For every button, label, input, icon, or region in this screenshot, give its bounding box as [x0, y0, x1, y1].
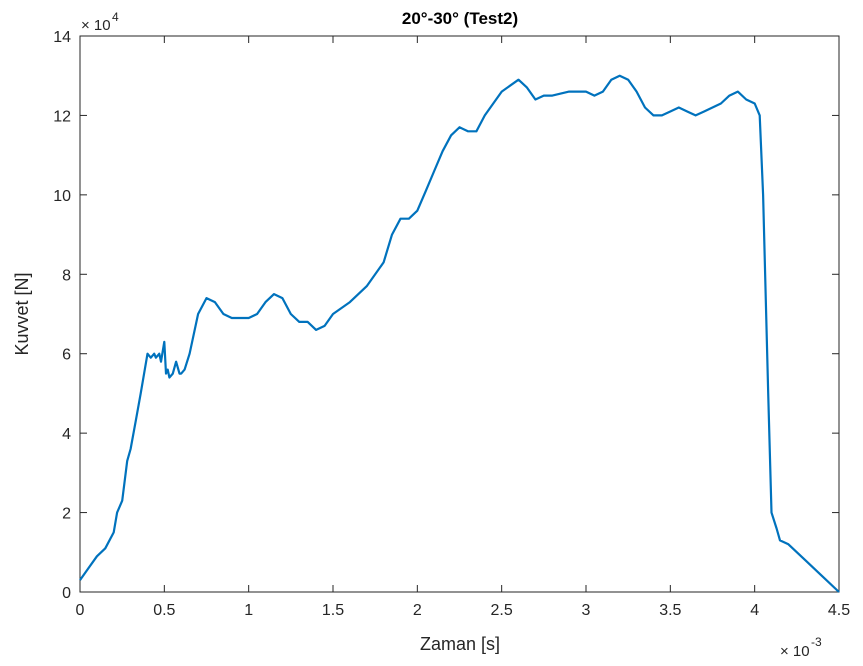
x-tick-label: 1.5 — [322, 602, 344, 619]
y-tick-label: 8 — [62, 267, 71, 284]
x-tick-label: 4 — [750, 602, 759, 619]
y-multiplier-base: × 10 — [81, 17, 111, 34]
x-multiplier-base: × 10 — [780, 643, 810, 660]
y-axis-label: Kuvvet [N] — [12, 272, 32, 355]
series-line — [79, 74, 840, 593]
x-axis-label: Zaman [s] — [420, 634, 500, 654]
y-tick-label: 10 — [53, 188, 71, 205]
x-tick-label: 2 — [413, 602, 422, 619]
plot-area-frame — [79, 35, 840, 593]
y-tick-label: 4 — [62, 426, 71, 443]
y-tick-label: 0 — [62, 585, 71, 602]
x-tick-label: 0 — [76, 602, 85, 619]
y-tick-label: 12 — [53, 108, 71, 125]
x-axis-multiplier: × 10 -3 — [780, 635, 822, 660]
x-multiplier-exponent: -3 — [811, 635, 822, 649]
x-tick-label: 2.5 — [491, 602, 513, 619]
x-tick-label: 3.5 — [659, 602, 681, 619]
y-axis-ticks: 0 2 4 6 8 10 12 14 — [53, 29, 839, 602]
chart-title: 20°-30° (Test2) — [402, 9, 518, 28]
x-tick-label: 4.5 — [828, 602, 850, 619]
x-tick-label: 1 — [244, 602, 253, 619]
y-tick-label: 2 — [62, 506, 71, 523]
x-axis-ticks: 0 0.5 1 1.5 2 2.5 3 3.5 4 4.5 — [76, 36, 850, 619]
y-multiplier-exponent: 4 — [112, 10, 119, 24]
x-tick-label: 0.5 — [153, 602, 175, 619]
y-tick-label: 6 — [62, 347, 71, 364]
y-tick-label: 14 — [53, 29, 71, 46]
x-tick-label: 3 — [582, 602, 591, 619]
y-axis-multiplier: × 10 4 — [81, 10, 119, 34]
